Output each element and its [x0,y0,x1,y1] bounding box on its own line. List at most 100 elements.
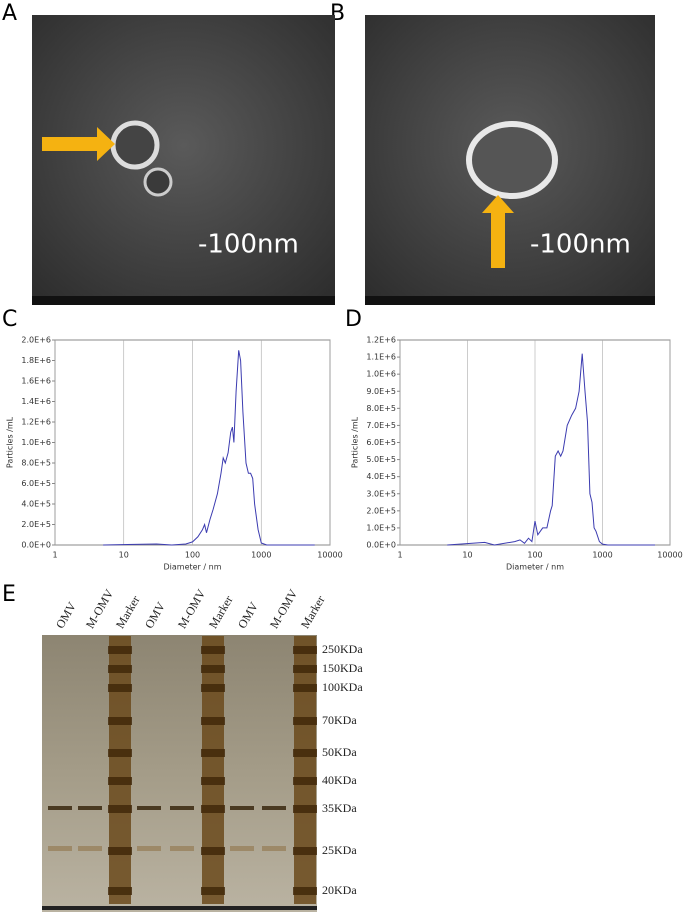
y-tick-label: 1.1E+6 [366,353,396,362]
x-tick-label: 1 [397,551,402,560]
y-tick-label: 1.0E+6 [366,370,396,379]
y-tick-label: 8.0E+5 [366,404,396,413]
x-tick-label: 10000 [657,551,682,560]
scale-label: -100nm [530,230,631,260]
marker-label: 35KDa [322,801,357,815]
marker-band [108,749,132,757]
lane-label: Marker [113,593,143,631]
panel-label: D [345,307,362,332]
gel-image [42,635,317,912]
marker-band [201,684,225,692]
y-axis-label: Particles /mL [6,416,15,468]
y-tick-label: 7.0E+5 [366,421,396,430]
x-tick-label: 100 [185,551,200,560]
lane-label: M-OMV [83,587,117,631]
y-tick-label: 0.0E+0 [21,541,51,550]
lane-label: M-OMV [175,587,209,631]
y-tick-label: 3.0E+5 [366,489,396,498]
marker-band [293,717,317,725]
sample-band [137,806,161,810]
marker-label: 40KDa [322,773,357,787]
sample-band [78,806,102,810]
y-tick-label: 4.0E+5 [366,472,396,481]
sample-band [170,806,194,810]
marker-label: 70KDa [322,713,357,727]
marker-band [108,684,132,692]
y-tick-label: 1.6E+6 [21,377,51,386]
x-tick-label: 10 [119,551,129,560]
x-axis-label: Diameter / nm [164,563,222,572]
x-tick-label: 100 [527,551,542,560]
marker-band [108,847,132,855]
marker-band [293,777,317,785]
marker-band [201,777,225,785]
marker-band [201,665,225,673]
y-tick-label: 5.0E+5 [366,455,396,464]
marker-label: 20KDa [322,883,357,897]
y-tick-label: 2.0E+5 [21,520,51,529]
marker-band [201,847,225,855]
scale-label: -100nm [198,230,299,260]
sample-band [48,806,72,810]
y-tick-label: 8.0E+5 [21,459,51,468]
y-tick-label: 6.0E+5 [366,438,396,447]
marker-band [293,847,317,855]
marker-band [293,749,317,757]
x-tick-label: 10 [462,551,472,560]
data-line [103,350,315,546]
marker-band [108,887,132,895]
lane-label: Marker [206,593,236,631]
marker-lane [202,636,224,904]
marker-band [293,887,317,895]
x-tick-label: 10000 [317,551,342,560]
marker-band [108,646,132,654]
sample-band [137,846,161,851]
marker-band [201,717,225,725]
y-tick-label: 1.0E+5 [366,523,396,532]
marker-band [201,887,225,895]
y-tick-label: 4.0E+5 [21,500,51,509]
panel-label: C [2,307,17,332]
y-tick-label: 2.0E+5 [366,506,396,515]
y-tick-label: 6.0E+5 [21,479,51,488]
y-tick-label: 1.2E+6 [21,418,51,427]
sample-band [230,806,254,810]
marker-band [201,805,225,813]
y-tick-label: 1.2E+6 [366,336,396,345]
y-tick-label: 2.0E+6 [21,336,51,345]
marker-band [108,717,132,725]
marker-label: 250KDa [322,642,363,656]
sample-band [262,846,286,851]
x-tick-label: 1 [52,551,57,560]
sample-band [78,846,102,851]
marker-lane [109,636,131,904]
marker-band [201,749,225,757]
tem-image: -100nm [365,15,655,305]
marker-band [293,805,317,813]
panel-label: E [2,582,16,607]
sample-band [170,846,194,851]
x-axis-label: Diameter / nm [506,563,564,572]
marker-label: 50KDa [322,745,357,759]
marker-band [293,665,317,673]
lane-label: OMV [142,599,168,631]
lane-label: OMV [53,599,79,631]
y-tick-label: 1.4E+6 [21,397,51,406]
marker-label: 25KDa [322,843,357,857]
data-line [447,353,655,546]
y-tick-label: 9.0E+5 [366,387,396,396]
marker-label: 100KDa [322,680,363,694]
x-tick-label: 1000 [592,551,612,560]
marker-lane [294,636,316,904]
marker-band [108,777,132,785]
lane-label: Marker [298,593,328,631]
sample-band [230,846,254,851]
marker-band [108,805,132,813]
lane-label: M-OMV [267,587,301,631]
sample-band [262,806,286,810]
x-tick-label: 1000 [251,551,271,560]
y-tick-label: 1.8E+6 [21,356,51,365]
y-tick-label: 0.0E+0 [366,541,396,550]
panel-label: A [2,1,17,26]
